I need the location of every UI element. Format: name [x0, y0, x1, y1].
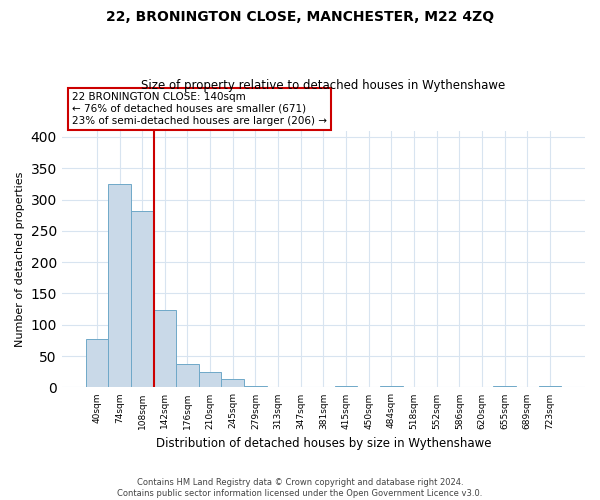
Bar — [199, 372, 221, 388]
X-axis label: Distribution of detached houses by size in Wythenshawe: Distribution of detached houses by size … — [155, 437, 491, 450]
Bar — [244, 386, 267, 388]
Bar — [539, 386, 561, 388]
Bar — [86, 339, 108, 388]
Text: 22 BRONINGTON CLOSE: 140sqm
← 76% of detached houses are smaller (671)
23% of se: 22 BRONINGTON CLOSE: 140sqm ← 76% of det… — [72, 92, 327, 126]
Bar — [176, 364, 199, 388]
Bar — [154, 310, 176, 388]
Bar — [108, 184, 131, 388]
Title: Size of property relative to detached houses in Wythenshawe: Size of property relative to detached ho… — [141, 79, 506, 92]
Bar — [131, 212, 154, 388]
Y-axis label: Number of detached properties: Number of detached properties — [15, 172, 25, 346]
Text: Contains HM Land Registry data © Crown copyright and database right 2024.
Contai: Contains HM Land Registry data © Crown c… — [118, 478, 482, 498]
Bar — [493, 386, 516, 388]
Bar — [221, 378, 244, 388]
Text: 22, BRONINGTON CLOSE, MANCHESTER, M22 4ZQ: 22, BRONINGTON CLOSE, MANCHESTER, M22 4Z… — [106, 10, 494, 24]
Bar — [380, 386, 403, 388]
Bar — [335, 386, 358, 388]
